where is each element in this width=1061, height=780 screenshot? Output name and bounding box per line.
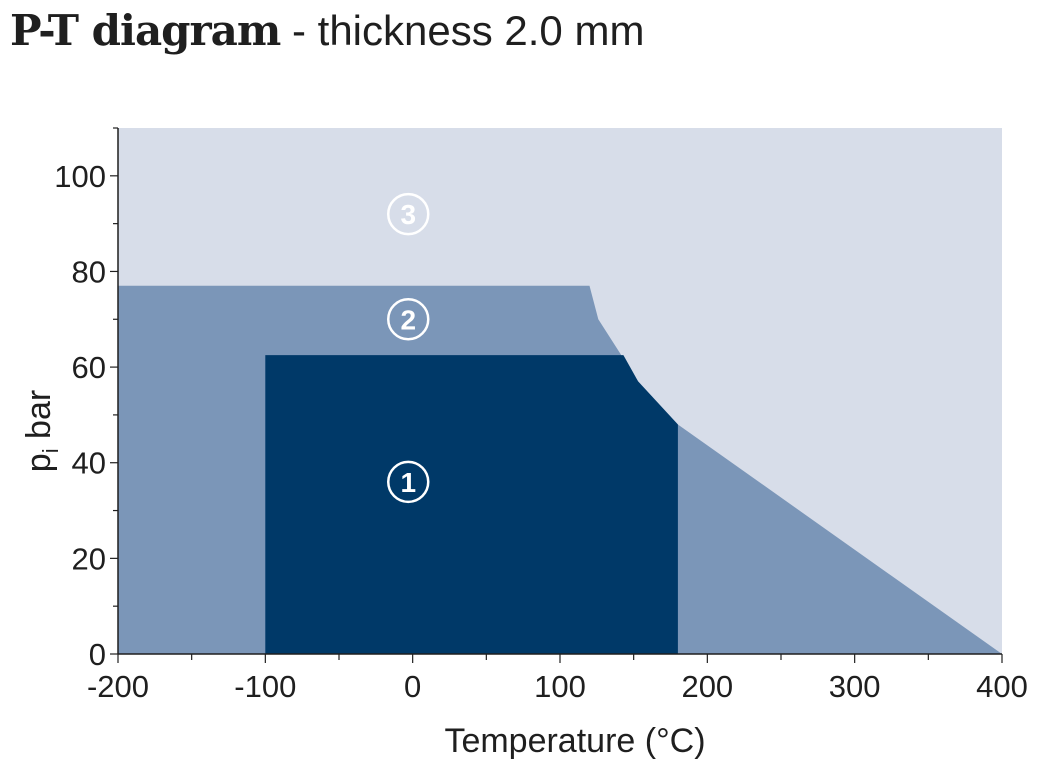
axes: -200 -100 0 100 200 300 400 0 20 40 60 80 100 bbox=[54, 127, 1028, 704]
y-tick-label: 60 bbox=[72, 350, 106, 385]
y-axis-label-unit: bar bbox=[20, 390, 58, 449]
zone-1-area bbox=[265, 355, 678, 654]
x-axis-label: Temperature (°C) bbox=[444, 722, 705, 760]
y-tick-label: 0 bbox=[89, 637, 106, 672]
y-tick-label: 100 bbox=[54, 159, 106, 194]
x-tick-label: 100 bbox=[534, 669, 586, 704]
zone-3-marker: 3 bbox=[386, 192, 430, 236]
y-tick-label: 40 bbox=[72, 446, 106, 481]
y-tick-label: 20 bbox=[72, 541, 106, 576]
x-tick-label: 0 bbox=[404, 669, 421, 704]
y-axis-label-subscript: i bbox=[38, 448, 63, 453]
zone-labels: 3 2 1 bbox=[386, 192, 430, 504]
zone-1-label: 1 bbox=[400, 467, 416, 498]
x-tick-label: 300 bbox=[829, 669, 881, 704]
zone-2-label: 2 bbox=[400, 304, 416, 335]
chart-title-rest: - thickness 2.0 mm bbox=[280, 7, 645, 54]
x-tick-label: -200 bbox=[87, 669, 149, 704]
zone-1-marker: 1 bbox=[386, 460, 430, 504]
x-tick-label: 200 bbox=[681, 669, 733, 704]
chart-title-bold: P-T diagram bbox=[10, 6, 281, 55]
zone-2-marker: 2 bbox=[386, 298, 430, 341]
zone-areas bbox=[118, 128, 1002, 654]
y-tick-label: 80 bbox=[72, 254, 106, 289]
y-axis-label: pi bar bbox=[20, 390, 63, 472]
zone-1-circle bbox=[386, 460, 430, 504]
chart-title: P-T diagram - thickness 2.0 mm bbox=[10, 6, 644, 56]
zone-3-label: 3 bbox=[400, 199, 416, 230]
x-tick-label: 400 bbox=[976, 669, 1028, 704]
zone-3-circle bbox=[386, 192, 430, 236]
y-axis-label-symbol: p bbox=[20, 453, 58, 472]
x-tick-label: -100 bbox=[234, 669, 296, 704]
zone-2-circle bbox=[386, 298, 430, 341]
